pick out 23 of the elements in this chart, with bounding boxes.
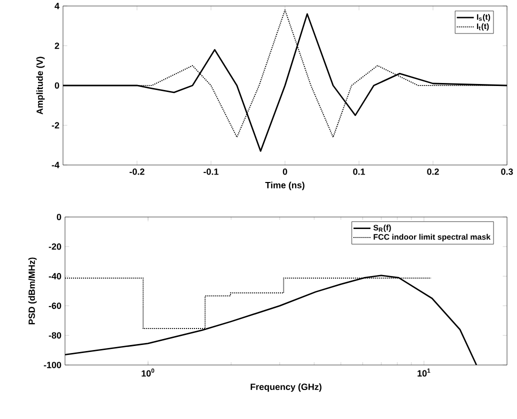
x-axis-title: Frequency (GHz): [250, 383, 322, 392]
y-tick-label: 0: [56, 214, 62, 220]
y-tick-label: -4: [52, 162, 60, 168]
y-tick-label: -80: [48, 332, 62, 339]
y-axis-title: Amplitude (V): [36, 56, 45, 114]
x-tick-label: 0.2: [427, 168, 439, 175]
y-tick-label: -40: [48, 273, 62, 280]
y-tick-label: 0: [54, 82, 60, 89]
y-tick-label: 2: [54, 42, 60, 49]
x-tick-label: 0.3: [501, 168, 513, 175]
y-axis-title: PSD (dBm/MHz): [28, 258, 37, 324]
y-tick-label: -100: [44, 362, 62, 368]
y-tick-label: 4: [54, 2, 60, 10]
y-tick-label: -20: [48, 243, 62, 250]
x-tick-label: -0.2: [130, 168, 144, 175]
x-tick-label: 10$^{0}$: [142, 368, 154, 377]
x-axis-title: Time (ns): [265, 182, 304, 190]
x-tick-label: -0.1: [204, 168, 218, 175]
y-tick-label: -60: [48, 302, 62, 309]
y-tick-label: -2: [52, 122, 60, 128]
x-tick-label: 10$^{1}$: [418, 368, 430, 377]
x-tick-label: 0.1: [353, 168, 365, 175]
x-tick-label: 0: [282, 168, 288, 175]
